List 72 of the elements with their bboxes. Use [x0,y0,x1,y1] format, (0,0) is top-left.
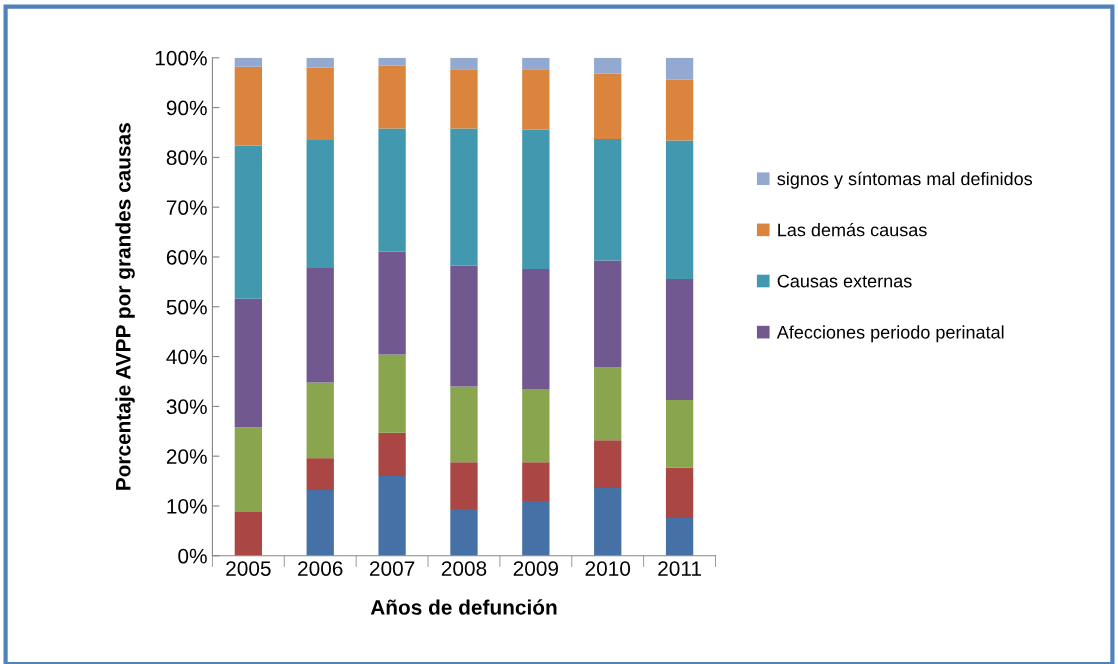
y-tick-label: 50% [166,299,207,315]
y-tick-label: 0% [178,548,207,564]
y-tick-label: 70% [166,200,207,215]
x-tick-label: 2005 [226,561,271,576]
bar [450,57,478,70]
bar [234,298,263,428]
bar [665,140,694,279]
y-tick-label: 40% [166,349,207,365]
y-tick-label: 90% [166,100,207,116]
y-tick-label: 30% [166,399,207,415]
bar [234,57,263,67]
bar [665,79,694,141]
bar [665,467,694,518]
legend-label: signos y síntomas mal definidos [777,171,1033,189]
bar [306,267,334,383]
bar [306,57,334,68]
bar [450,128,478,266]
bar [378,354,406,433]
bar [450,462,478,509]
bar [378,65,406,129]
bar [450,265,478,387]
bar [234,511,263,556]
x-tick-label: 2007 [369,561,415,576]
bar [522,388,550,463]
y-tick-label: 10% [167,498,207,514]
bar [306,458,334,491]
bar [306,139,334,268]
bar [522,57,550,70]
legend-label: Las demás causas [778,222,927,237]
bar [522,500,550,556]
bar [594,138,622,261]
bar [522,69,550,130]
bar [594,488,622,556]
bar [378,432,406,477]
x-tick-label: 2006 [298,561,343,576]
y-axis-title: Porcentaje AVPP por grandes causas [115,123,135,490]
bar [378,128,406,252]
x-tick-label: 2011 [658,561,701,576]
bar [450,386,478,463]
bar [665,278,694,400]
y-tick-label: 20% [166,449,207,464]
bar [234,66,263,146]
bar [594,260,622,368]
x-tick-label: 2009 [513,561,559,576]
bar [378,476,406,556]
bar [665,399,694,468]
bar [450,508,478,556]
legend-label: Afecciones periodo perinatal [776,325,1004,343]
bar [665,57,694,80]
bar [522,129,550,269]
bar [665,517,694,556]
bar [306,67,334,140]
x-tick-label: 2008 [441,561,487,576]
bar [234,145,263,299]
bar [522,268,550,389]
legend-label: Causas externas [777,274,912,288]
bar [378,251,406,355]
bar [306,382,334,459]
y-tick-label: 80% [166,150,207,166]
x-axis-title: Años de defunción [370,599,557,615]
bar [522,462,550,501]
x-tick-label: 2010 [585,561,631,576]
y-tick-label: 100% [155,50,207,66]
bar [594,367,622,441]
y-tick-label: 60% [166,249,207,265]
bar [306,490,334,556]
bar [378,57,406,66]
bar [594,440,622,489]
bar [450,69,478,129]
bar [594,57,622,74]
bar [594,73,622,139]
bar [234,427,263,512]
